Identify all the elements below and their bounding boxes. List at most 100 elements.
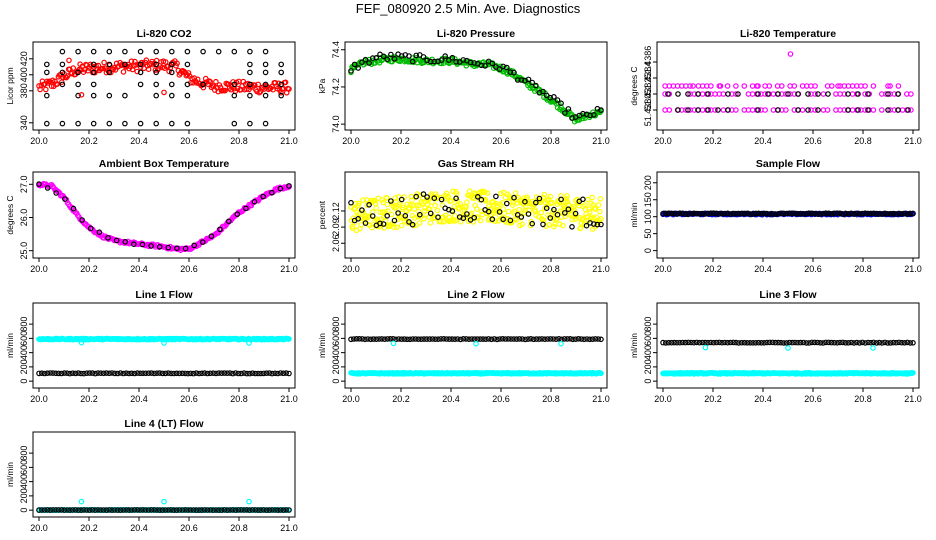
data-point [274,507,281,513]
series-1 [660,339,916,346]
data-point [75,81,81,88]
chart-title: Line 4 (LT) Flow [124,418,204,430]
data-point [662,340,669,346]
data-point [519,221,526,228]
x-tick-label: 20.6 [180,394,198,404]
data-point [685,91,691,97]
data-point [468,336,475,342]
data-point [213,78,219,85]
y-tick-label: 51.4380 [643,94,653,127]
y-tick-label: 0 [19,508,29,513]
data-point [839,211,846,217]
data-point [153,61,160,68]
data-point [769,339,776,346]
y-tick-label: 200 [19,359,29,374]
data-point [44,370,51,377]
y-tick-label: 2.12 [331,202,341,220]
data-point [882,210,888,217]
data-point [766,339,773,346]
data-point [200,48,206,55]
data-point [828,211,835,217]
data-point [820,210,826,217]
data-point [184,61,191,68]
data-point [350,336,357,342]
data-point [278,69,285,76]
data-point [775,107,781,113]
data-point [677,210,683,217]
data-point [485,208,492,215]
data-point [151,370,158,377]
data-point [792,210,798,217]
data-point [90,120,97,127]
x-tick-label: 20.0 [654,264,672,274]
data-point [910,369,916,376]
data-point [348,199,354,206]
y-tick-label: 600 [19,331,29,346]
data-point [232,370,239,376]
data-point [101,59,107,66]
data-point [589,194,595,201]
plot-frame [656,171,920,259]
series-0 [348,369,604,377]
data-point [109,370,115,376]
data-point [507,69,514,75]
data-point [707,339,714,346]
data-point [262,69,269,76]
data-point [379,336,385,342]
y-tick-label: 400 [19,474,29,489]
data-point [553,336,559,343]
data-point [529,220,536,227]
y-tick-label: 200 [331,359,341,374]
data-point [724,210,731,217]
data-point [834,339,841,346]
data-point [260,507,267,513]
data-point [156,244,163,250]
data-point [460,57,467,63]
data-point [499,335,506,342]
data-point [153,48,160,55]
series-2 [702,344,876,351]
data-point [185,70,192,76]
data-point [587,112,593,119]
data-point [710,210,717,217]
data-point [733,83,739,89]
series-0 [36,335,292,343]
data-point [407,202,413,208]
data-point [563,195,570,202]
x-tick-label: 20.4 [754,136,772,146]
data-point [134,507,141,513]
x-tick-label: 21.0 [280,394,298,404]
data-point [809,210,815,217]
data-point [122,48,128,55]
data-point [402,215,409,221]
chart-panel-pressure: Li-820 Pressure 20.0 20.2 20.4 20.6 20.8 21.0 7… [317,28,610,146]
data-point [390,340,397,347]
data-point [688,339,694,346]
data-point [484,190,491,196]
data-point [452,336,458,343]
data-point [755,83,761,89]
series-1 [348,191,604,230]
data-point [507,217,514,224]
data-point [496,66,503,72]
chart-panel-sample: Sample Flow 20.0 20.2 20.4 20.6 20.8 21.0 0 50 10… [629,158,922,274]
data-point [851,340,857,346]
x-tick-label: 20.4 [754,394,772,404]
data-point [120,507,127,513]
data-point [165,507,172,513]
data-point [765,91,771,97]
data-point [550,336,557,342]
data-point [786,210,793,217]
data-point [780,210,787,217]
data-point [412,336,419,342]
data-point [184,81,191,88]
data-point [559,210,566,216]
data-point [758,210,765,217]
data-point [556,335,562,342]
data-point [411,206,418,212]
data-point [738,210,745,217]
data-point [488,336,495,343]
data-point [356,335,363,342]
data-point [835,83,841,89]
data-point [420,216,427,222]
